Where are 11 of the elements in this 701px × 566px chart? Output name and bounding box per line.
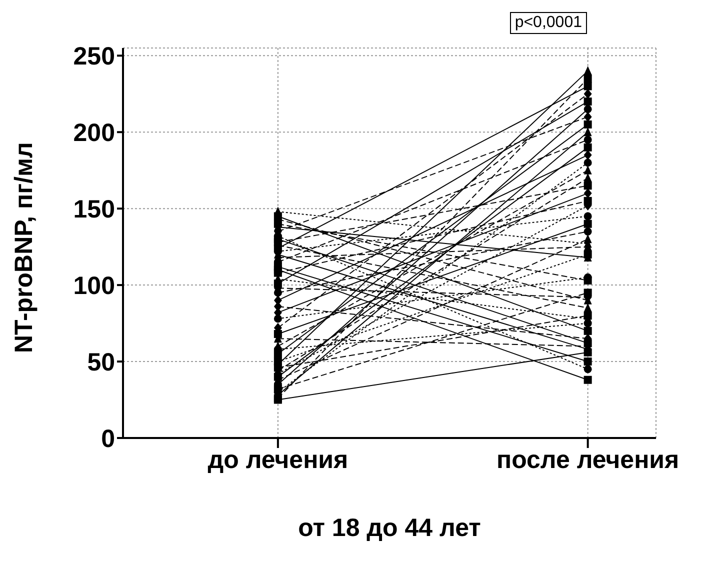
text: p<0,0001 [510,12,587,34]
y-tick-label: 150 [73,195,115,224]
x-axis-title: от 18 до 44 лет [298,514,481,542]
y-tick-label: 50 [87,348,115,376]
y-tick-label: 0 [101,424,115,453]
y-tick-label: 100 [73,272,115,300]
x-tick-label: после лечения [496,446,680,474]
y-axis-title: NT-proBNP, пг/мл [10,142,38,353]
y-tick-label: 200 [73,118,115,147]
x-tick-label: до лечения [208,446,348,474]
y-tick-label: 250 [73,42,115,71]
